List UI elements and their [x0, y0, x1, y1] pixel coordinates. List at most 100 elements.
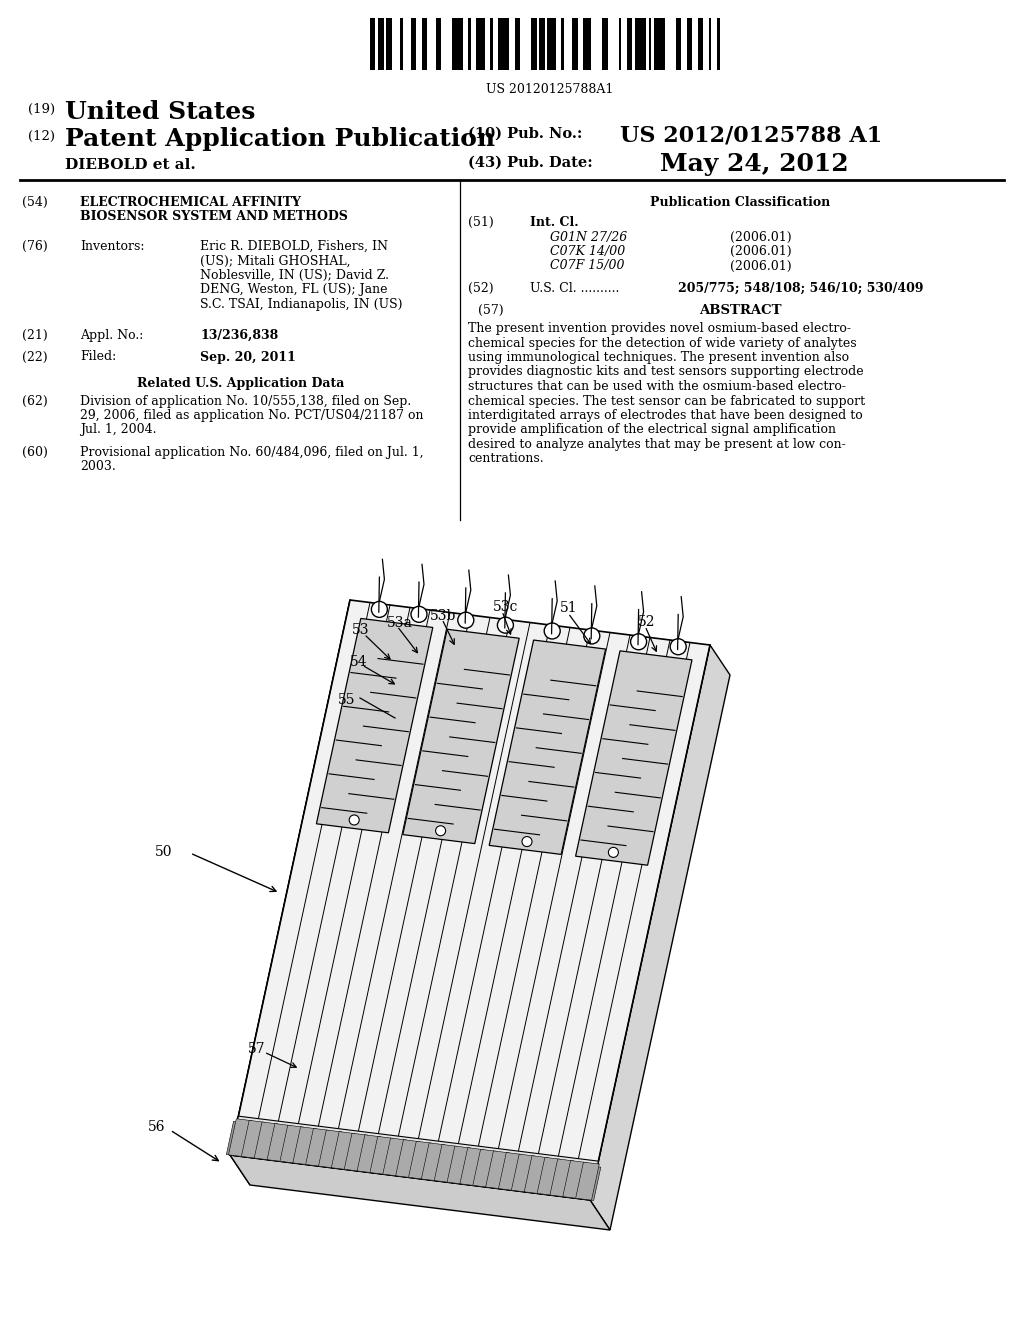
Text: DENG, Weston, FL (US); Jane: DENG, Weston, FL (US); Jane [200, 284, 387, 297]
Text: (62): (62) [22, 395, 48, 408]
Circle shape [411, 606, 427, 622]
Text: Division of application No. 10/555,138, filed on Sep.: Division of application No. 10/555,138, … [80, 395, 412, 408]
Text: (54): (54) [22, 195, 48, 209]
Polygon shape [522, 1158, 550, 1195]
Text: Filed:: Filed: [80, 351, 117, 363]
Text: (21): (21) [22, 329, 48, 342]
Polygon shape [560, 1163, 588, 1199]
Bar [627, 18, 632, 70]
Polygon shape [485, 1151, 509, 1189]
Polygon shape [230, 1155, 610, 1230]
Polygon shape [402, 630, 519, 843]
Bar [515, 18, 520, 70]
Polygon shape [280, 1125, 303, 1163]
Polygon shape [458, 1150, 485, 1185]
Text: Appl. No.:: Appl. No.: [80, 329, 143, 342]
Polygon shape [316, 619, 433, 833]
Text: (51): (51) [468, 216, 494, 228]
Text: 29, 2006, filed as application No. PCT/US04/21187 on: 29, 2006, filed as application No. PCT/U… [80, 409, 424, 422]
Bar [499, 18, 509, 70]
Bar [411, 18, 417, 70]
Polygon shape [471, 1152, 498, 1188]
Text: DIEBOLD et al.: DIEBOLD et al. [65, 158, 196, 172]
Text: Publication Classification: Publication Classification [650, 195, 830, 209]
Text: (2006.01): (2006.01) [730, 246, 792, 257]
Polygon shape [383, 1138, 407, 1176]
Text: (43) Pub. Date:: (43) Pub. Date: [468, 156, 593, 170]
Polygon shape [535, 1160, 562, 1196]
Polygon shape [524, 1156, 548, 1193]
Bar [602, 18, 607, 70]
Text: provides diagnostic kits and test sensors supporting electrode: provides diagnostic kits and test sensor… [468, 366, 863, 379]
Polygon shape [409, 1142, 432, 1179]
Text: 56: 56 [148, 1119, 166, 1134]
Text: (57): (57) [478, 304, 504, 317]
Polygon shape [447, 1146, 471, 1184]
Bar [635, 18, 646, 70]
Circle shape [670, 639, 686, 655]
Text: (12): (12) [28, 129, 55, 143]
Circle shape [435, 826, 445, 836]
Bar [709, 18, 712, 70]
Text: using immunological techniques. The present invention also: using immunological techniques. The pres… [468, 351, 849, 364]
Bar [676, 18, 681, 70]
Polygon shape [499, 1152, 522, 1191]
Polygon shape [421, 1143, 445, 1181]
Bar [468, 18, 471, 70]
Text: 50: 50 [155, 845, 172, 859]
Text: (22): (22) [22, 351, 48, 363]
Text: (US); Mitali GHOSHAL,: (US); Mitali GHOSHAL, [200, 255, 350, 268]
Text: US 2012/0125788 A1: US 2012/0125788 A1 [620, 124, 883, 147]
Text: C07F 15/00: C07F 15/00 [550, 260, 625, 272]
Circle shape [631, 634, 646, 649]
Circle shape [608, 847, 618, 858]
Circle shape [544, 623, 560, 639]
Text: United States: United States [65, 100, 255, 124]
Polygon shape [342, 1135, 370, 1172]
Polygon shape [497, 1155, 523, 1191]
Bar [531, 18, 537, 70]
Text: (60): (60) [22, 446, 48, 459]
Text: (52): (52) [468, 282, 494, 294]
Polygon shape [226, 1121, 254, 1158]
Polygon shape [537, 1158, 561, 1196]
Polygon shape [291, 1130, 318, 1166]
Text: Noblesville, IN (US); David Z.: Noblesville, IN (US); David Z. [200, 269, 389, 282]
Circle shape [372, 602, 387, 618]
Circle shape [458, 612, 474, 628]
Polygon shape [395, 1139, 419, 1177]
Bar [476, 18, 484, 70]
Text: Patent Application Publication: Patent Application Publication [65, 127, 496, 150]
Text: 54: 54 [350, 655, 368, 669]
Text: 53a: 53a [387, 616, 413, 630]
Bar [435, 18, 441, 70]
Bar [452, 18, 463, 70]
Text: (19): (19) [28, 103, 55, 116]
Text: Inventors:: Inventors: [80, 240, 144, 253]
Bar [422, 18, 427, 70]
Polygon shape [432, 1147, 460, 1183]
Text: (10) Pub. No.:: (10) Pub. No.: [468, 127, 583, 141]
Text: 55: 55 [338, 693, 355, 708]
Polygon shape [242, 1121, 265, 1159]
Polygon shape [265, 1126, 292, 1162]
Polygon shape [368, 1139, 395, 1175]
Text: Provisional application No. 60/484,096, filed on Jul. 1,: Provisional application No. 60/484,096, … [80, 446, 424, 459]
Text: ELECTROCHEMICAL AFFINITY: ELECTROCHEMICAL AFFINITY [80, 195, 301, 209]
Bar [370, 18, 376, 70]
Polygon shape [344, 1133, 368, 1171]
Polygon shape [316, 1133, 344, 1168]
Text: Int. Cl.: Int. Cl. [530, 216, 579, 228]
Polygon shape [305, 1129, 330, 1167]
Text: C07K 14/00: C07K 14/00 [550, 246, 626, 257]
Polygon shape [419, 1146, 446, 1181]
Text: 53c: 53c [493, 601, 518, 614]
Text: Eric R. DIEBOLD, Fishers, IN: Eric R. DIEBOLD, Fishers, IN [200, 240, 388, 253]
Text: 53: 53 [352, 623, 370, 638]
Text: BIOSENSOR SYSTEM AND METHODS: BIOSENSOR SYSTEM AND METHODS [80, 210, 348, 223]
Polygon shape [228, 1119, 252, 1156]
Polygon shape [293, 1127, 316, 1164]
Text: structures that can be used with the osmium-based electro-: structures that can be used with the osm… [468, 380, 846, 393]
Bar [697, 18, 703, 70]
Polygon shape [460, 1147, 483, 1185]
